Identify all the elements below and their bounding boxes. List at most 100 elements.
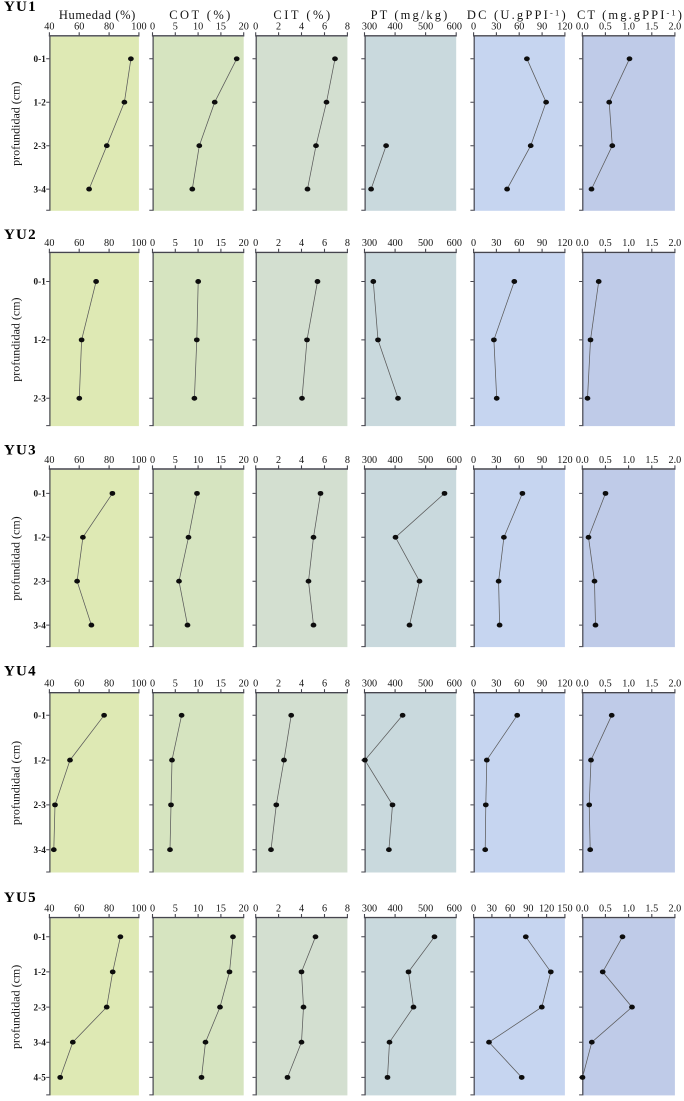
svg-text:1.5: 1.5 (645, 238, 658, 249)
svg-text:5: 5 (173, 455, 178, 466)
svg-text:8: 8 (345, 22, 350, 33)
svg-text:60: 60 (74, 679, 84, 690)
svg-text:80: 80 (104, 22, 114, 33)
svg-text:PT (mg/kg): PT (mg/kg) (371, 8, 450, 22)
svg-text:6: 6 (322, 455, 327, 466)
svg-text:60: 60 (74, 903, 84, 914)
svg-text:600: 600 (447, 238, 462, 249)
svg-text:0.0: 0.0 (576, 455, 589, 466)
svg-text:0-1: 0-1 (34, 54, 47, 64)
svg-text:3-4: 3-4 (34, 620, 47, 630)
svg-text:profundidad (cm): profundidad (cm) (9, 82, 23, 166)
svg-text:0: 0 (471, 455, 476, 466)
svg-text:0: 0 (253, 903, 258, 914)
svg-text:400: 400 (387, 22, 402, 33)
svg-text:1.0: 1.0 (622, 238, 635, 249)
svg-text:120: 120 (557, 679, 572, 690)
svg-text:0.5: 0.5 (599, 238, 612, 249)
svg-text:0: 0 (150, 22, 155, 33)
svg-text:500: 500 (418, 22, 433, 33)
svg-text:2.0: 2.0 (669, 903, 682, 914)
svg-text:profundidad (cm): profundidad (cm) (9, 516, 23, 600)
svg-text:30: 30 (487, 903, 497, 914)
svg-text:60: 60 (514, 238, 524, 249)
svg-text:2: 2 (276, 238, 281, 249)
svg-text:2-3: 2-3 (34, 1002, 47, 1012)
svg-text:100: 100 (131, 903, 146, 914)
svg-text:3-4: 3-4 (34, 1037, 47, 1047)
svg-text:profundidad (cm): profundidad (cm) (9, 741, 23, 825)
svg-text:1-2: 1-2 (34, 755, 47, 765)
svg-text:80: 80 (104, 903, 114, 914)
svg-text:8: 8 (345, 238, 350, 249)
svg-text:10: 10 (193, 903, 203, 914)
svg-text:600: 600 (447, 455, 462, 466)
svg-text:100: 100 (131, 238, 146, 249)
svg-text:YU3: YU3 (4, 443, 37, 459)
svg-text:60: 60 (514, 22, 524, 33)
svg-text:60: 60 (514, 679, 524, 690)
svg-text:90: 90 (537, 238, 547, 249)
svg-text:5: 5 (173, 679, 178, 690)
svg-text:3-4: 3-4 (34, 184, 47, 194)
svg-text:60: 60 (74, 455, 84, 466)
svg-text:15: 15 (216, 903, 226, 914)
svg-text:0: 0 (471, 903, 476, 914)
svg-text:30: 30 (491, 22, 501, 33)
svg-text:300: 300 (362, 903, 377, 914)
svg-text:120: 120 (539, 903, 554, 914)
svg-text:4: 4 (299, 238, 304, 249)
svg-text:0: 0 (150, 679, 155, 690)
svg-text:0: 0 (150, 455, 155, 466)
svg-text:0.5: 0.5 (599, 22, 612, 33)
svg-text:15: 15 (216, 22, 226, 33)
svg-text:20: 20 (239, 679, 249, 690)
svg-text:YU2: YU2 (4, 227, 37, 243)
svg-text:120: 120 (557, 22, 572, 33)
svg-text:2.0: 2.0 (669, 679, 682, 690)
svg-text:8: 8 (345, 455, 350, 466)
svg-text:80: 80 (104, 238, 114, 249)
svg-text:20: 20 (239, 238, 249, 249)
svg-text:2: 2 (276, 22, 281, 33)
svg-text:100: 100 (131, 22, 146, 33)
svg-text:300: 300 (362, 455, 377, 466)
svg-text:YU5: YU5 (4, 890, 37, 906)
svg-text:0.0: 0.0 (576, 679, 589, 690)
svg-text:10: 10 (193, 22, 203, 33)
svg-text:80: 80 (104, 455, 114, 466)
svg-text:0.0: 0.0 (576, 903, 589, 914)
svg-text:20: 20 (239, 455, 249, 466)
svg-text:4-5: 4-5 (34, 1073, 47, 1083)
svg-text:1.5: 1.5 (645, 903, 658, 914)
svg-text:60: 60 (74, 22, 84, 33)
svg-text:400: 400 (387, 903, 402, 914)
svg-text:0-1: 0-1 (34, 277, 47, 287)
svg-text:60: 60 (74, 238, 84, 249)
svg-text:30: 30 (491, 238, 501, 249)
svg-text:CT (mg.gPPI-1): CT (mg.gPPI-1) (577, 7, 684, 21)
svg-text:2: 2 (276, 679, 281, 690)
svg-text:2: 2 (276, 903, 281, 914)
svg-text:400: 400 (387, 679, 402, 690)
svg-text:Humedad (%): Humedad (%) (59, 8, 136, 22)
svg-text:150: 150 (557, 903, 572, 914)
svg-text:0-1: 0-1 (34, 711, 47, 721)
svg-text:0: 0 (471, 22, 476, 33)
svg-text:profundidad (cm): profundidad (cm) (9, 297, 23, 381)
svg-text:1.0: 1.0 (622, 903, 635, 914)
svg-text:0: 0 (150, 903, 155, 914)
svg-text:15: 15 (216, 238, 226, 249)
svg-text:15: 15 (216, 455, 226, 466)
svg-text:600: 600 (447, 679, 462, 690)
svg-text:1.0: 1.0 (622, 455, 635, 466)
svg-text:40: 40 (44, 903, 54, 914)
svg-text:2-3: 2-3 (34, 394, 47, 404)
svg-text:6: 6 (322, 238, 327, 249)
svg-text:400: 400 (387, 455, 402, 466)
svg-text:90: 90 (523, 903, 533, 914)
svg-text:1-2: 1-2 (34, 967, 47, 977)
svg-text:20: 20 (239, 22, 249, 33)
svg-text:1-2: 1-2 (34, 335, 47, 345)
svg-text:500: 500 (418, 679, 433, 690)
